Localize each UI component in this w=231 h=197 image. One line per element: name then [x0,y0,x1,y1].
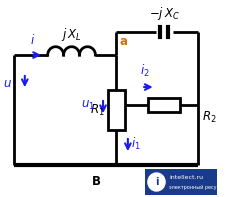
Bar [107,90,125,130]
Text: $R_1$: $R_1$ [90,102,104,118]
Bar [144,169,216,195]
Text: intellect.ru: intellect.ru [168,175,202,179]
Text: $u_1$: $u_1$ [81,98,95,112]
Text: $i_1$: $i_1$ [130,136,140,152]
Circle shape [147,173,164,191]
Text: $j\,X_L$: $j\,X_L$ [61,26,82,43]
Text: электронный ресурс: электронный ресурс [168,184,221,190]
Text: $-j\,X_C$: $-j\,X_C$ [148,5,179,22]
Text: B: B [92,175,101,188]
Text: $i$: $i$ [30,33,35,47]
Text: $R_2$: $R_2$ [201,110,216,125]
Text: $i_2$: $i_2$ [140,63,149,79]
Text: $u$: $u$ [3,77,11,89]
Bar [147,98,179,112]
Text: i: i [154,177,158,187]
Text: a: a [119,35,127,48]
